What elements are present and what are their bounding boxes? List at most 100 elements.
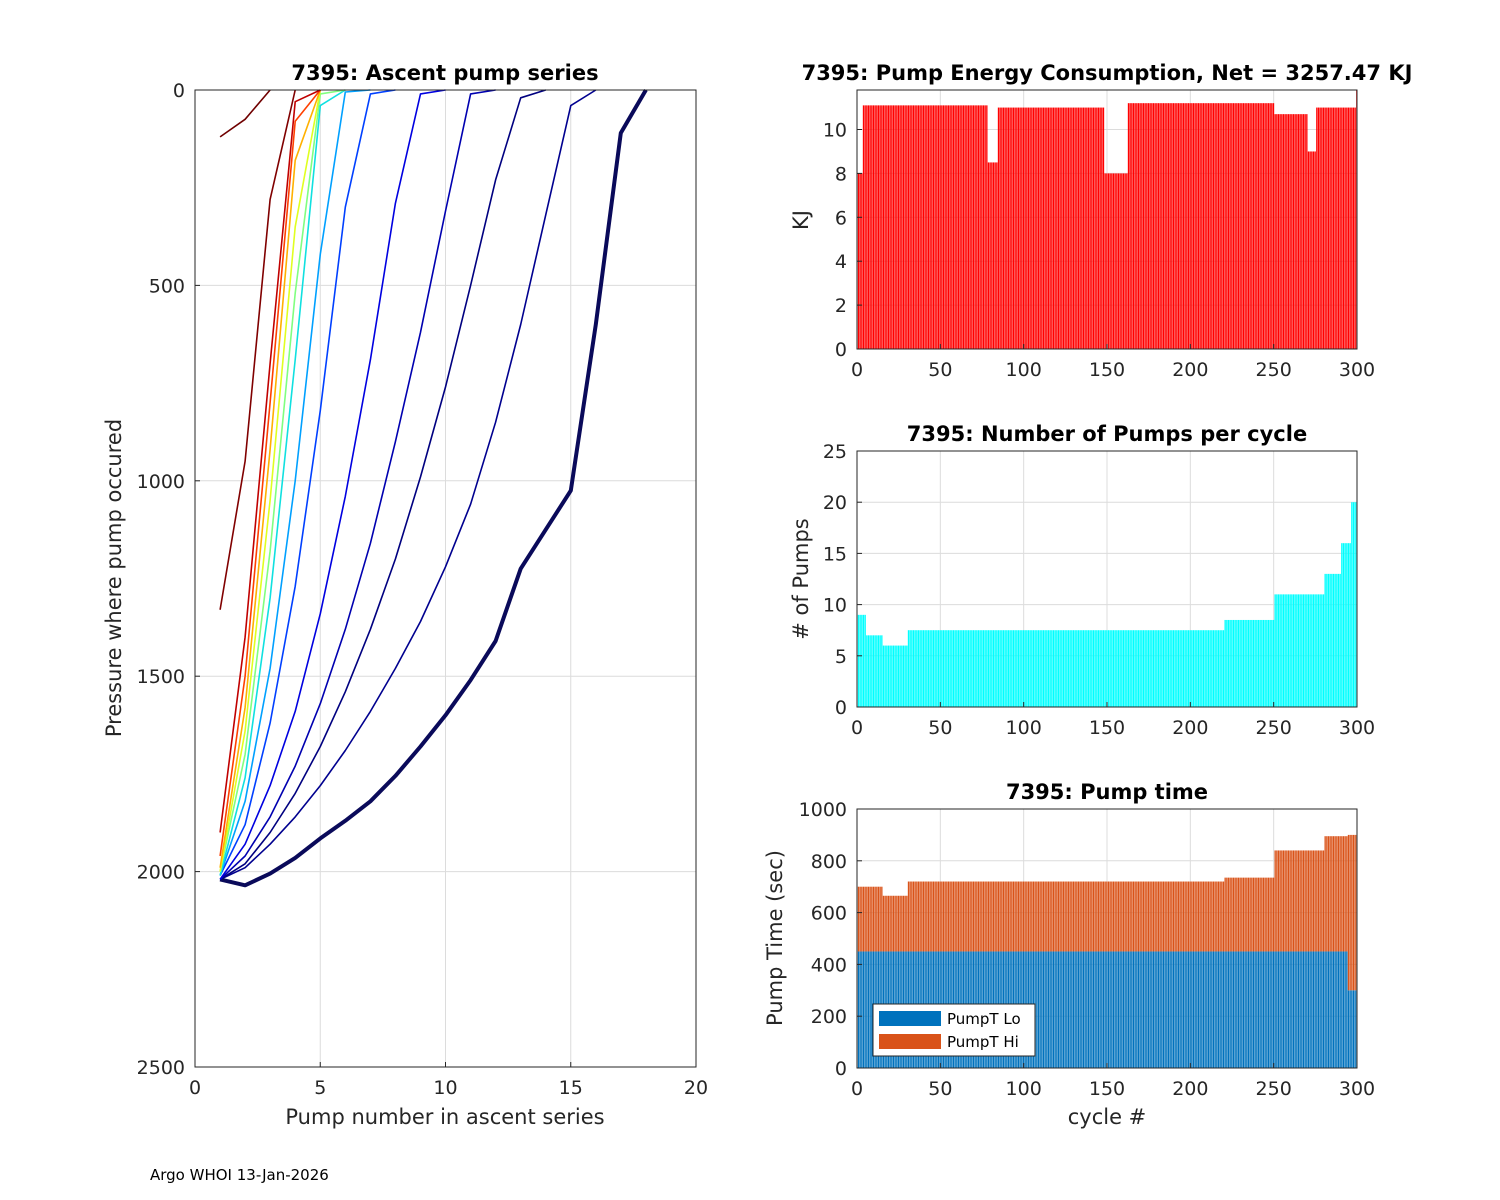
pumptime-hi-bar — [892, 895, 895, 952]
pumps-bar — [1001, 630, 1003, 707]
energy-bar — [1176, 103, 1178, 349]
pumptime-lo-bar — [1117, 951, 1120, 1068]
energy-bar — [969, 105, 971, 349]
pumptime-lo-bar — [1306, 951, 1308, 1068]
pumptime-hi-bar — [1009, 881, 1011, 952]
pumps-bar — [1067, 630, 1070, 707]
pumptime-hi-bar — [1094, 881, 1096, 952]
pumps-bar — [996, 630, 998, 707]
pumptime-hi-bar — [1102, 881, 1105, 952]
energy-bar — [1057, 107, 1060, 349]
pumps-bar — [1261, 619, 1263, 707]
pumptime-lo-bar — [1247, 951, 1250, 1068]
pumptime-hi-bar — [1314, 850, 1316, 952]
pumptime-hi-bar — [919, 881, 921, 952]
pumps-bar — [1059, 630, 1061, 707]
pumps-bar — [1216, 630, 1218, 707]
energy-bar — [881, 105, 883, 349]
pumptime-hi-bar — [1279, 850, 1281, 952]
energy-bar — [1264, 103, 1266, 349]
pumptime-hi-bar — [867, 886, 870, 952]
pumptime-hi-bar — [1091, 881, 1093, 952]
pumptime-hi-bar — [1071, 881, 1073, 952]
pumps-bar — [911, 630, 913, 707]
pumptime-hi-bar — [1059, 881, 1061, 952]
pumptime-hi-bar — [1234, 877, 1236, 952]
pumps-bar — [1121, 630, 1123, 707]
pumptime-lo-bar — [1134, 951, 1136, 1068]
pumptime-hi-bar — [1037, 881, 1040, 952]
pumptime-hi-bar — [1184, 881, 1186, 952]
pumps-panel: 0 50 100 150 200 250 300 0 5 10 15 20 25 7395: Numbe… — [789, 422, 1375, 739]
pumps-xtick-label: 100 — [1006, 717, 1042, 739]
pumps-bar — [1021, 630, 1023, 707]
pumptime-hi-bar — [914, 881, 916, 952]
pumps-bar — [1077, 630, 1080, 707]
pumps-bar — [886, 645, 888, 707]
pumps-bar — [1312, 594, 1315, 707]
pumptime-lo-bar — [1102, 951, 1105, 1068]
pumptime-lo-bar — [1331, 951, 1333, 1068]
pumptime-lo-bar — [1046, 951, 1048, 1068]
energy-bar — [1054, 107, 1056, 349]
pumps-bar — [1234, 619, 1236, 707]
energy-bar — [1116, 173, 1118, 349]
pumps-bar — [1226, 619, 1228, 707]
pumps-bar — [1284, 594, 1286, 707]
pumptime-hi-bar — [1249, 877, 1251, 952]
pumptime-lo-bar — [1296, 951, 1298, 1068]
energy-bar — [932, 105, 935, 349]
ascent-series-line — [219, 89, 396, 876]
pumptime-hi-bar — [1097, 881, 1100, 952]
energy-bar — [1042, 107, 1045, 349]
pumptime-hi-bar — [1339, 836, 1341, 952]
pumptime-lo-bar — [1161, 951, 1163, 1068]
pumptime-lo-bar — [1242, 951, 1245, 1068]
pumps-bar — [1152, 630, 1155, 707]
pumps-bar — [1134, 630, 1136, 707]
pumptime-hi-bar — [1076, 881, 1078, 952]
pumptime-lo-bar — [1304, 951, 1306, 1068]
pumptime-hi-bar — [941, 881, 943, 952]
pumps-bar — [1349, 543, 1351, 707]
pumptime-hi-bar — [1214, 881, 1216, 952]
pumps-bar — [1091, 630, 1093, 707]
pumptime-hi-bar — [1001, 881, 1003, 952]
energy-bar — [899, 105, 901, 349]
pumps-bar — [1334, 573, 1336, 707]
pumps-xtick-label: 50 — [928, 717, 952, 739]
pumps-bar — [1104, 630, 1106, 707]
energy-bar — [1269, 103, 1271, 349]
pumptime-lo-bar — [1052, 951, 1055, 1068]
pumptime-lo-bar — [1264, 951, 1266, 1068]
energy-bar — [964, 105, 966, 349]
pumps-bar — [956, 630, 958, 707]
pumps-bar — [931, 630, 933, 707]
energy-bar — [1296, 114, 1298, 349]
ascent-ytick-label: 500 — [149, 275, 185, 297]
pumps-bar — [939, 630, 941, 707]
pumps-bar — [937, 630, 940, 707]
pumptime-hi-bar — [1226, 877, 1228, 952]
energy-bar — [1227, 103, 1230, 349]
energy-bar — [1284, 114, 1286, 349]
pumps-bar — [1149, 630, 1151, 707]
pumptime-hi-bar — [1087, 881, 1090, 952]
energy-bar — [1126, 173, 1128, 349]
pumps-bar — [1099, 630, 1101, 707]
energy-bar — [1182, 103, 1185, 349]
pumps-bar — [1016, 630, 1018, 707]
pumptime-lo-bar — [1069, 951, 1071, 1068]
pumptime-hi-bar — [1004, 881, 1006, 952]
pumptime-hi-bar — [1186, 881, 1188, 952]
energy-ytick-label: 6 — [835, 207, 847, 229]
pumptime-hi-bar — [1304, 850, 1306, 952]
energy-bar — [917, 105, 920, 349]
pumps-bar — [1109, 630, 1111, 707]
pumps-bar — [1271, 619, 1273, 707]
pumps-bar — [1054, 630, 1056, 707]
energy-bar — [1342, 107, 1345, 349]
pumptime-hi-bar — [1112, 881, 1115, 952]
pumps-bar — [1342, 543, 1345, 707]
pumptime-hi-bar — [1104, 881, 1106, 952]
